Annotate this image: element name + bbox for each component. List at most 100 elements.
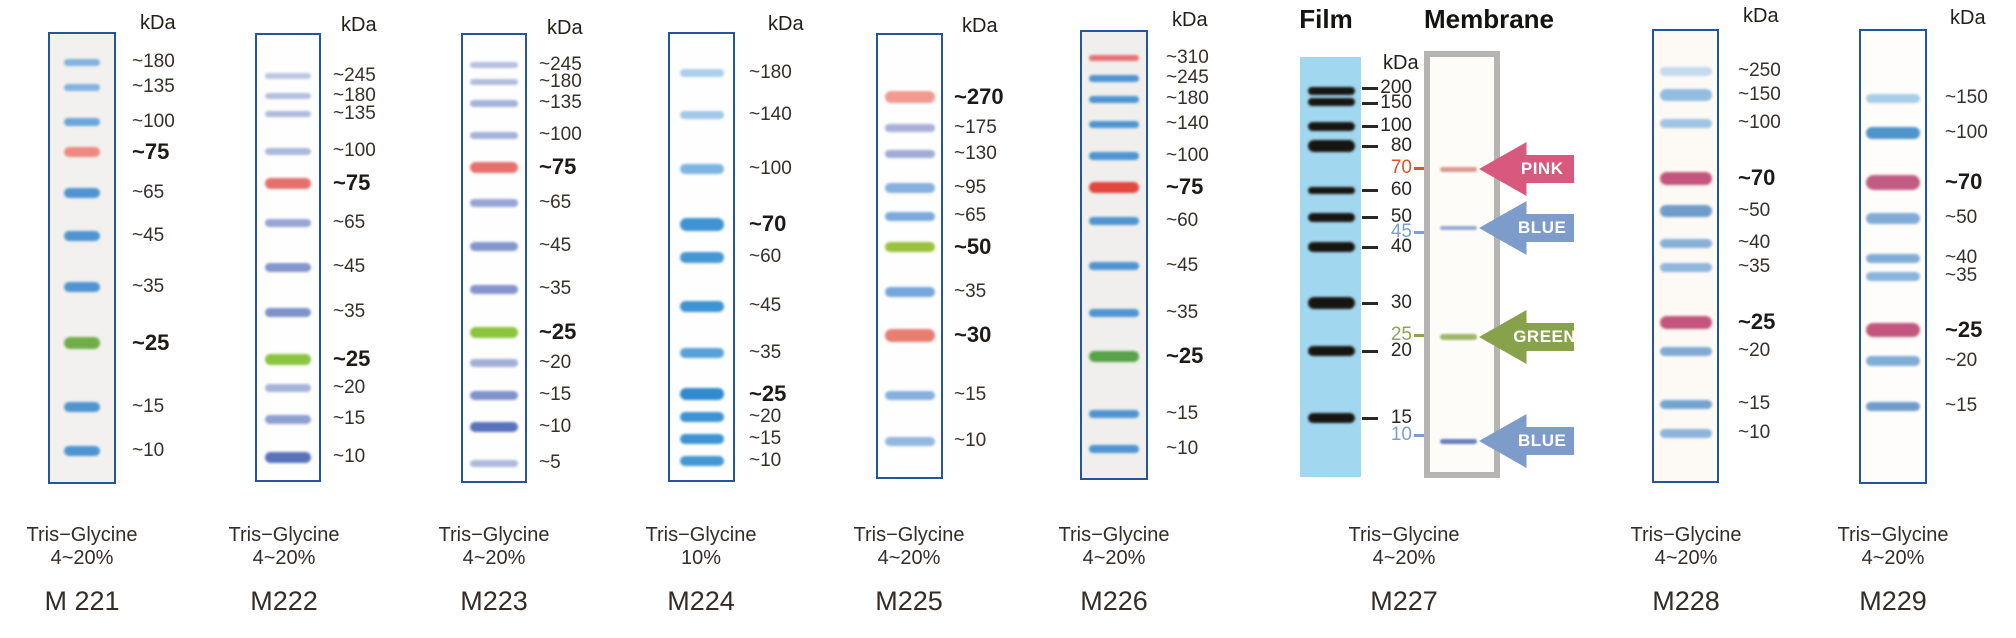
gel-band-m221-~135 — [64, 83, 100, 91]
gel-type-label-m228: Tris−Glycine 4~20% — [1576, 524, 1796, 570]
band-label-m225-~95: ~95 — [954, 177, 987, 198]
gel-band-m223-~245 — [470, 62, 518, 68]
kda-header-m221: kDa — [140, 12, 176, 34]
gel-type-line-2: 4~20% — [252, 547, 316, 569]
film-marker-label-15: 15 — [1390, 407, 1412, 428]
model-label-m226: M226 — [1080, 586, 1148, 616]
gel-band-m226-~45 — [1089, 262, 1139, 270]
gel-band-m225-~65 — [884, 211, 935, 221]
band-label-m226-~180: ~180 — [1166, 88, 1209, 109]
gel-band-m225-~10 — [884, 436, 935, 446]
band-label-m226-~25: ~25 — [1166, 343, 1204, 368]
gel-band-m222-~25 — [265, 353, 311, 365]
band-label-m223-~100: ~100 — [539, 124, 582, 145]
band-label-m226-~310: ~310 — [1166, 47, 1209, 68]
gel-band-m229-~40 — [1866, 253, 1920, 263]
gel-band-m229-~100 — [1866, 127, 1920, 139]
kda-header-m229: kDa — [1950, 7, 1986, 29]
gel-band-m221-~65 — [64, 188, 100, 198]
band-label-m229-~70: ~70 — [1945, 169, 1983, 194]
band-label-m228-~20: ~20 — [1738, 340, 1771, 361]
gel-band-m228-~70 — [1659, 171, 1712, 185]
gel-band-m223-~45 — [470, 241, 518, 251]
band-label-m222-~10: ~10 — [333, 446, 366, 467]
film-band-7 — [1308, 242, 1355, 252]
gel-band-m224-~70 — [679, 217, 724, 231]
gel-band-m229-~15 — [1866, 401, 1920, 411]
gel-band-m228-~40 — [1659, 238, 1712, 248]
band-label-m223-~180: ~180 — [539, 71, 582, 92]
band-label-m226-~35: ~35 — [1166, 302, 1199, 323]
gel-type-label-m222: Tris−Glycine 4~20% — [174, 524, 394, 570]
gel-band-m225-~95 — [884, 183, 935, 193]
model-label-m229: M229 — [1859, 586, 1927, 616]
band-label-m222-~25: ~25 — [333, 346, 371, 371]
arrow-label-blue-2: BLUE — [1518, 218, 1567, 237]
film-band-5 — [1308, 186, 1355, 194]
film-marker-tick-80 — [1362, 145, 1378, 148]
band-label-m229-~15: ~15 — [1945, 395, 1978, 416]
gel-box-m222 — [255, 33, 321, 482]
gel-band-m226-~10 — [1089, 445, 1139, 453]
band-label-m222-~245: ~245 — [333, 65, 376, 86]
band-label-m221-~135: ~135 — [132, 76, 175, 97]
band-label-m226-~10: ~10 — [1166, 438, 1199, 459]
gel-type-label-m227: Tris−Glycine 4~20% — [1294, 524, 1514, 570]
film-marker-tick-60 — [1362, 189, 1378, 192]
band-label-m226-~15: ~15 — [1166, 403, 1199, 424]
film-marker-label-30: 30 — [1390, 292, 1412, 313]
gel-band-m228-~50 — [1659, 205, 1712, 217]
membrane-band-3 — [1440, 334, 1477, 340]
band-label-m221-~100: ~100 — [132, 111, 175, 132]
kda-header-m226: kDa — [1172, 9, 1208, 31]
gel-band-m226-~100 — [1089, 152, 1139, 160]
band-label-m222-~75: ~75 — [333, 170, 371, 195]
gel-band-m223-~65 — [470, 199, 518, 207]
band-label-m224-~25: ~25 — [749, 381, 787, 406]
band-label-m224-~70: ~70 — [749, 211, 787, 236]
band-label-m228-~250: ~250 — [1738, 60, 1781, 81]
kda-header-m224: kDa — [768, 13, 804, 35]
gel-band-m223-~15 — [470, 390, 518, 400]
gel-band-m224-~25 — [679, 388, 724, 400]
kda-header-m223: kDa — [547, 17, 583, 39]
gel-band-m223-~20 — [470, 359, 518, 367]
band-label-m225-~15: ~15 — [954, 384, 987, 405]
band-label-m228-~35: ~35 — [1738, 256, 1771, 277]
kda-header-film: kDa — [1383, 52, 1419, 74]
band-label-m223-~45: ~45 — [539, 235, 572, 256]
gel-band-m222-~20 — [265, 384, 311, 392]
band-label-m223-~25: ~25 — [539, 319, 577, 344]
band-label-m226-~245: ~245 — [1166, 67, 1209, 88]
band-label-m224-~60: ~60 — [749, 246, 782, 267]
gel-band-m223-~100 — [470, 131, 518, 139]
gel-type-line-2: 4~20% — [1861, 547, 1925, 569]
gel-box-m221 — [48, 32, 116, 484]
film-marker-label-40: 40 — [1390, 236, 1412, 257]
model-label-m222: M222 — [250, 586, 318, 616]
band-label-m221-~75: ~75 — [132, 139, 170, 164]
band-label-m228-~100: ~100 — [1738, 112, 1781, 133]
gel-band-m222-~10 — [265, 451, 311, 463]
band-label-m228-~15: ~15 — [1738, 393, 1771, 414]
arrow-label-blue-4: BLUE — [1518, 431, 1567, 450]
band-label-m228-~70: ~70 — [1738, 165, 1776, 190]
band-label-m223-~35: ~35 — [539, 278, 572, 299]
gel-band-m228-~150 — [1659, 89, 1712, 101]
band-label-m225-~10: ~10 — [954, 430, 987, 451]
gel-band-m225-~30 — [884, 328, 935, 342]
gel-band-m221-~75 — [64, 147, 100, 157]
gel-type-label-m226: Tris−Glycine 4~20% — [1004, 524, 1224, 570]
band-label-m229-~35: ~35 — [1945, 265, 1978, 286]
gel-type-line-1: Tris−Glycine — [1837, 524, 1949, 546]
gel-band-m228-~10 — [1659, 428, 1712, 438]
gel-box-m225 — [876, 33, 943, 479]
gel-type-line-2: 4~20% — [1372, 547, 1436, 569]
band-label-m222-~135: ~135 — [333, 103, 376, 124]
film-marker-label-20: 20 — [1390, 340, 1412, 361]
gel-band-m222-~180 — [265, 93, 311, 99]
gel-band-m225-~270 — [884, 91, 935, 103]
arrow-label-pink-1: PINK — [1520, 159, 1564, 178]
film-band-1 — [1308, 87, 1355, 95]
band-label-m224-~20: ~20 — [749, 406, 782, 427]
